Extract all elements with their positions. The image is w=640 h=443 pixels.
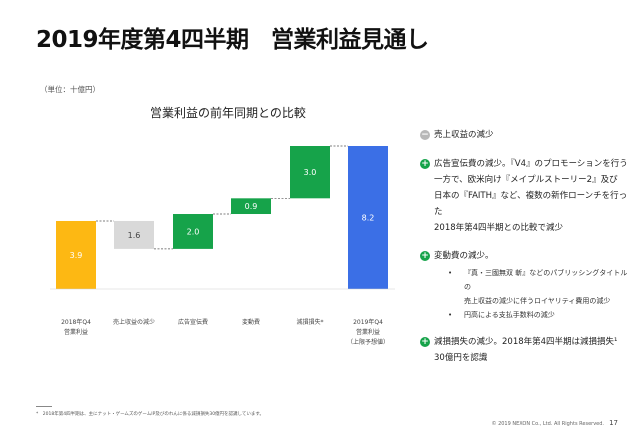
unit-label: （単位：十億円） [40, 85, 100, 94]
bar-4 [290, 146, 330, 199]
sub-bullet-marker: • [448, 269, 453, 277]
x-tick-label-0-0: 2018年Q4 [61, 318, 91, 326]
bullet-text: 変動費の減少。 [434, 251, 494, 261]
plus-circle-icon: + [420, 337, 430, 347]
bullet-text: 売上収益の減少 [434, 130, 494, 140]
sub-bullet-marker: • [448, 311, 453, 319]
chart-title: 営業利益の前年同期との比較 [150, 106, 306, 120]
copyright: © 2019 NEXON Co., Ltd. All Rights Reserv… [491, 421, 604, 427]
page-number: 17 [609, 419, 618, 427]
footnote: * 2018年第4四半期は、主にナット・ゲームズのゲームIP及びのれんに係る減損… [36, 412, 264, 417]
sub-bullet-text: 円高による支払手数料の減少 [464, 311, 555, 319]
sub-bullet-item: • 円高による支払手数料の減少 [448, 308, 630, 322]
bar-5 [348, 146, 388, 289]
bar-3 [231, 198, 271, 215]
bar-2 [173, 214, 213, 249]
bullet-text: 2018年第4四半期との比較で減少 [434, 223, 563, 233]
plus-circle-icon: + [420, 251, 430, 261]
bar-value-label-2: 2.0 [187, 227, 200, 236]
bullet-item: + 減損損失の減少。2018年第4四半期は減損損失¹ 30億円を認識 [420, 334, 630, 366]
bullet-item: + 変動費の減少。 • 『真・三國無双 斬』などのパブリッシングタイトルの売上収益の減… [420, 248, 630, 322]
plus-circle-icon: + [420, 159, 430, 169]
bullet-text: 30億円を認識 [434, 353, 488, 363]
sub-bullet-text: 売上収益の減少に伴うロイヤリティ費用の減少 [464, 297, 611, 305]
bar-value-label-1: 1.6 [128, 231, 141, 240]
bullet-item: − 売上収益の減少 [420, 127, 630, 143]
bullet-text: 一方で、欧米向け『メイプルストーリー2』及び [434, 175, 618, 185]
x-tick-label-5-2: （上限予想値） [347, 338, 389, 346]
x-tick-label-2-0: 広告宣伝費 [178, 318, 208, 326]
x-tick-label-5-1: 営業利益 [356, 328, 380, 336]
x-tick-label-4-0: 減損損失* [296, 318, 323, 326]
bullet-text: 日本の『FAITH』など、複数の新作ローンチを行った [434, 191, 628, 217]
slide-title: 2019年度第4四半期 営業利益見通し [36, 27, 429, 53]
bullet-list: − 売上収益の減少 + 広告宣伝費の減少。『V4』のプロモーションを行う 一方で、欧米向… [420, 127, 630, 366]
bullet-item: + 広告宣伝費の減少。『V4』のプロモーションを行う 一方で、欧米向け『メイプルスト… [420, 156, 630, 236]
sub-bullet-item: • 『真・三國無双 斬』などのパブリッシングタイトルの売上収益の減少に伴うロイヤリ… [448, 266, 630, 308]
bar-value-label-3: 0.9 [245, 202, 258, 211]
waterfall-chart: 3.9 1.6 2.0 0.9 3.0 8.2 2018年Q4 営業利益 売上収益の減少 広告宣伝… [50, 145, 395, 346]
bar-value-label-4: 3.0 [304, 168, 317, 177]
bullet-text: 広告宣伝費の減少。『V4』のプロモーションを行う [434, 159, 628, 169]
minus-circle-icon: − [420, 130, 430, 140]
x-tick-label-1-0: 売上収益の減少 [113, 318, 155, 326]
bar-value-label-0: 3.9 [70, 251, 83, 260]
footnote-divider [36, 406, 52, 407]
bullet-text: 減損損失の減少。2018年第4四半期は減損損失¹ [434, 337, 618, 347]
x-tick-label-3-0: 変動費 [242, 318, 260, 326]
bar-value-label-5: 8.2 [362, 214, 375, 223]
x-tick-label-5-0: 2019年Q4 [353, 318, 383, 326]
bar-0 [56, 220, 96, 289]
sub-bullet-text: 『真・三國無双 斬』などのパブリッシングタイトルの [464, 269, 628, 291]
x-tick-label-0-1: 営業利益 [64, 328, 88, 336]
bar-1 [114, 220, 154, 249]
